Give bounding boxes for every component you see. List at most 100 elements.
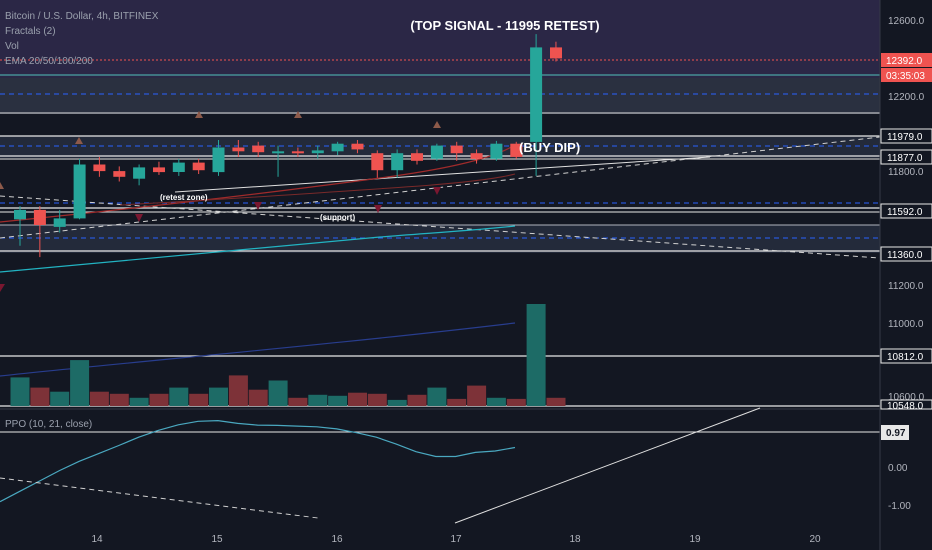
- ppo-line: [0, 419, 516, 503]
- symbol-title: Bitcoin / U.S. Dollar, 4h, BITFINEX: [5, 11, 159, 22]
- candle-body: [272, 151, 285, 154]
- candle-bullish: [530, 34, 543, 176]
- candle-body: [73, 164, 86, 219]
- ppo-tick: -1.00: [888, 501, 911, 512]
- ppo-title: PPO (10, 21, close): [5, 419, 92, 430]
- volume-bar: [10, 377, 30, 406]
- support-zone: [0, 225, 880, 253]
- candle-body: [192, 162, 205, 171]
- fractal-up-marker: [195, 111, 203, 118]
- ema-teal: [0, 225, 516, 273]
- volume-bar: [486, 397, 506, 406]
- supply-zone: [0, 0, 880, 78]
- candle-bearish: [510, 141, 523, 159]
- volume-bar: [348, 392, 367, 406]
- candle-body: [351, 143, 364, 150]
- candle-bearish: [252, 141, 265, 157]
- volume-bar: [248, 389, 268, 406]
- candle-bullish: [133, 164, 146, 186]
- volume-bar: [70, 360, 90, 406]
- level-label: 11877.0: [887, 153, 923, 164]
- fractal-up-marker: [433, 121, 441, 128]
- candle-body: [430, 145, 443, 159]
- candle-body: [470, 153, 483, 159]
- level-label-bg: [880, 128, 932, 144]
- candle-body: [291, 151, 304, 154]
- ppo-value-label-bg: [881, 425, 909, 440]
- candle-bullish: [272, 145, 285, 177]
- volume-bar: [169, 387, 189, 406]
- volume-bar: [129, 397, 149, 406]
- ppo-value-label: 0.97: [886, 428, 906, 439]
- volume-bar: [427, 387, 447, 406]
- candle-body: [113, 171, 126, 177]
- fractal-up-marker: [0, 182, 4, 189]
- candle-bearish: [33, 206, 46, 258]
- candle-bullish: [430, 143, 443, 161]
- fractal-down-marker: [374, 205, 382, 213]
- candle-bearish: [291, 147, 304, 157]
- candle-bearish: [232, 140, 245, 157]
- candle-body: [252, 145, 265, 153]
- level-label-bg: [880, 246, 932, 262]
- candle-body: [510, 143, 523, 157]
- volume-bar: [30, 387, 50, 406]
- volume-bar: [50, 391, 70, 406]
- candle-body: [371, 153, 384, 171]
- level-label-bg: [880, 149, 932, 165]
- level-label: 11592.0: [887, 207, 923, 218]
- time-tick: 17: [450, 534, 462, 545]
- volume-bar: [526, 304, 546, 406]
- volume-bar: [506, 398, 526, 406]
- ppo-trendline: [454, 407, 761, 524]
- level-label: 10812.0: [887, 352, 924, 363]
- candle-bearish: [93, 157, 106, 177]
- candle-body: [450, 145, 463, 154]
- level-label-bg: [880, 348, 932, 364]
- ema-navy: [0, 322, 516, 377]
- candle-body: [411, 153, 423, 161]
- fractal-down-marker: [254, 202, 262, 210]
- candle-bullish: [14, 206, 26, 246]
- volume-bar: [189, 393, 209, 406]
- candle-body: [14, 209, 26, 220]
- top-signal-annotation: (TOP SIGNAL - 11995 RETEST): [410, 18, 599, 33]
- support-annotation: (support): [320, 213, 355, 222]
- candle-bearish: [113, 166, 126, 182]
- current-price-label: 12392.0: [886, 56, 923, 67]
- volume-bar: [268, 380, 288, 406]
- candle-bullish: [490, 140, 503, 161]
- resistance-zone: [0, 78, 880, 114]
- volume-bar: [367, 393, 387, 406]
- candle-body: [490, 143, 503, 159]
- countdown-label-bg: [881, 68, 932, 82]
- volume-bar: [228, 375, 248, 406]
- candle-body: [550, 47, 562, 59]
- price-tick: 11200.0: [888, 281, 924, 292]
- candle-bearish: [153, 161, 165, 175]
- time-tick: 14: [91, 534, 103, 545]
- price-tick: 10600.0: [888, 392, 925, 403]
- indicator-label: Vol: [5, 41, 19, 52]
- volume-bar: [89, 391, 109, 406]
- level-label-bg: [880, 399, 932, 410]
- volume-bar: [149, 393, 169, 406]
- volume-bars: [10, 304, 566, 406]
- time-tick: 20: [809, 534, 821, 545]
- candle-bearish: [450, 141, 463, 161]
- volume-bar: [308, 394, 328, 406]
- candle-bullish: [53, 209, 66, 233]
- time-tick: 15: [211, 534, 223, 545]
- candle-body: [133, 167, 146, 179]
- candle-bearish: [411, 149, 423, 165]
- current-price-label-bg: [881, 53, 932, 67]
- candle-bearish: [192, 158, 205, 174]
- candle-body: [33, 209, 46, 225]
- candle-bullish: [391, 149, 404, 178]
- candle-bullish: [331, 141, 344, 156]
- fractal-up-marker: [294, 111, 302, 118]
- volume-bar: [109, 393, 129, 406]
- candle-body: [311, 150, 324, 154]
- level-label: 10548.0: [887, 401, 924, 412]
